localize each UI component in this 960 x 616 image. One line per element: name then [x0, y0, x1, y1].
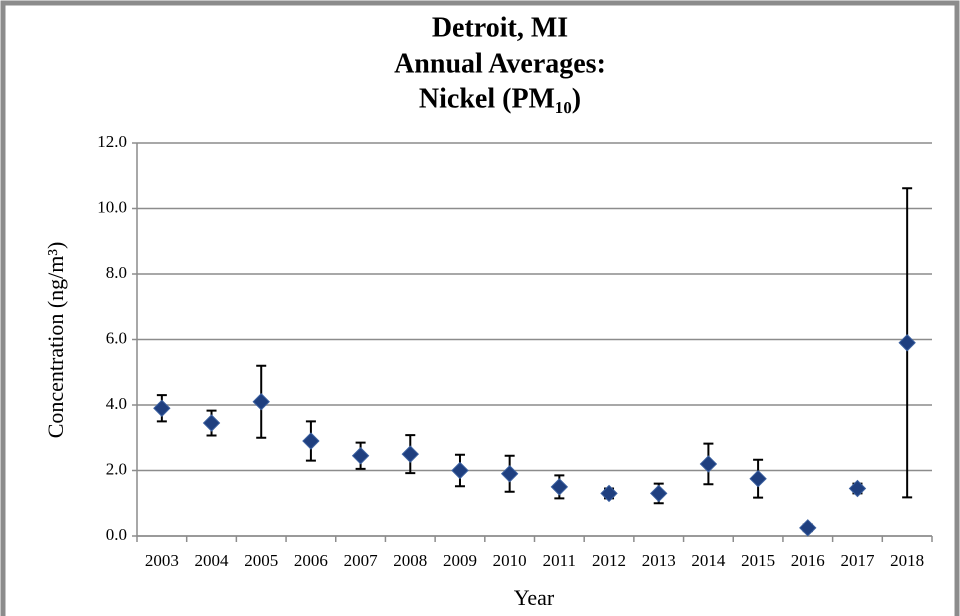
x-tick-label: 2013	[642, 551, 676, 570]
x-tick-label: 2014	[691, 551, 726, 570]
x-tick-label: 2004	[195, 551, 230, 570]
y-tick-label: 10.0	[97, 197, 127, 216]
x-tick-label: 2015	[741, 551, 775, 570]
x-tick-label: 2016	[791, 551, 825, 570]
x-axis-label: Year	[514, 585, 555, 610]
y-tick-label: 4.0	[106, 394, 127, 413]
data-point	[202, 414, 221, 432]
data-point	[550, 478, 569, 496]
y-tick-label: 0.0	[106, 525, 127, 544]
data-point	[699, 455, 718, 473]
x-tick-label: 2018	[890, 551, 924, 570]
data-point	[252, 393, 270, 411]
data-point	[799, 519, 817, 537]
x-tick-label: 2011	[543, 551, 576, 570]
data-point	[749, 469, 767, 488]
x-tick-label: 2005	[244, 551, 278, 570]
x-tick-label: 2008	[393, 551, 427, 570]
data-point	[351, 447, 370, 465]
y-tick-label: 12.0	[97, 132, 127, 151]
x-tick-label: 2007	[344, 551, 379, 570]
y-tick-label: 8.0	[106, 263, 127, 282]
x-tick-label: 2010	[493, 551, 527, 570]
data-point	[302, 432, 320, 450]
data-point	[500, 465, 519, 483]
data-point	[898, 334, 916, 352]
y-axis-label: Concentration (ng/m³)	[43, 242, 68, 439]
x-tick-label: 2009	[443, 551, 477, 570]
data-point	[451, 461, 469, 480]
x-tick-label: 2003	[145, 551, 179, 570]
data-point	[848, 479, 867, 498]
y-tick-label: 6.0	[106, 328, 127, 347]
data-point	[650, 484, 668, 503]
x-tick-label: 2017	[840, 551, 875, 570]
x-tick-label: 2012	[592, 551, 626, 570]
data-point	[600, 484, 618, 503]
x-tick-label: 2006	[294, 551, 328, 570]
data-point	[153, 399, 171, 417]
chart-title: Detroit, MI	[432, 12, 568, 43]
chart-title: Annual Averages:	[394, 48, 606, 79]
data-point	[401, 445, 419, 463]
chart-title: Nickel (PM₁₀)	[419, 83, 581, 114]
y-tick-label: 2.0	[106, 459, 127, 478]
